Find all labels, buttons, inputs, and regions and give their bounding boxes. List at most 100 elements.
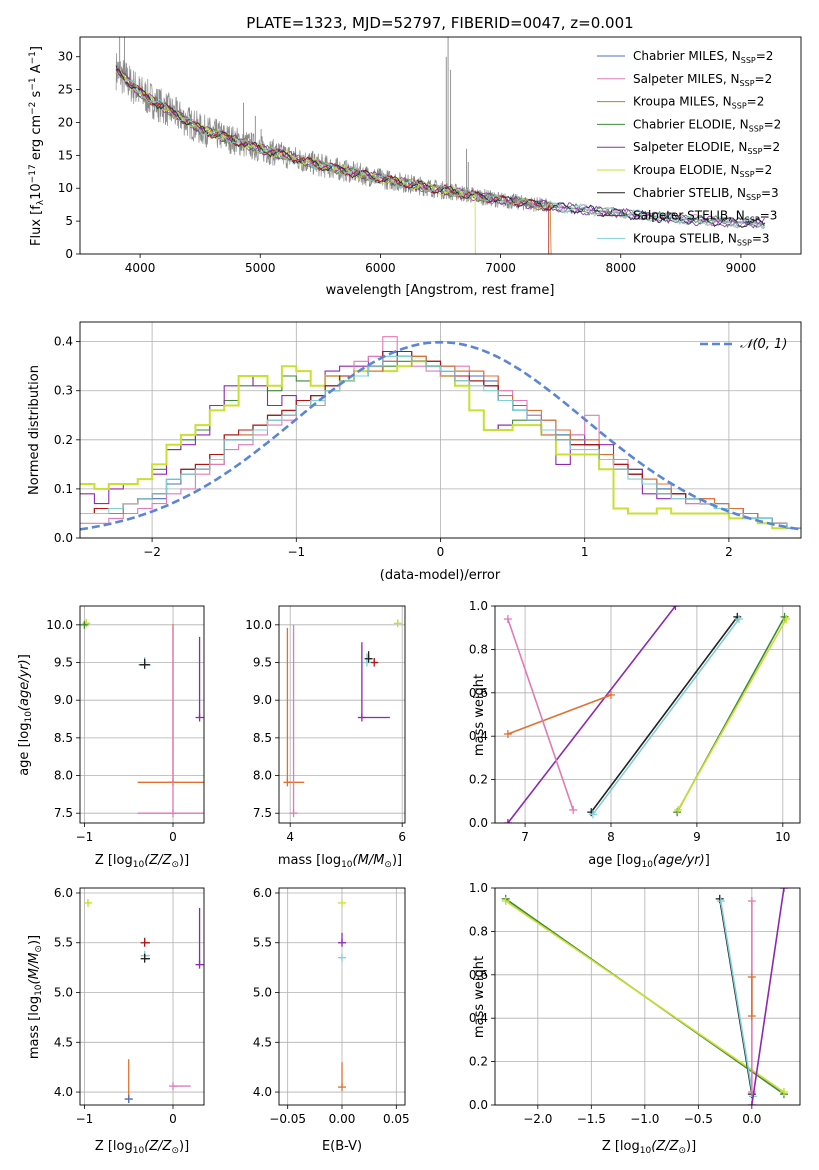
y-tick-label: 0.1 xyxy=(54,482,73,496)
model-kroupa-stelib xyxy=(115,71,765,230)
y-tick-label: 9.5 xyxy=(253,656,272,670)
weight-salpeter-elodie xyxy=(503,606,680,823)
y-tick-label: 0.2 xyxy=(469,773,488,787)
residual-ylabel: Normed distribution xyxy=(27,365,42,495)
age-mass-xlabel: mass [log10(M/M⊙)] xyxy=(278,853,402,870)
x-tick-label: 10 xyxy=(775,830,790,844)
point-salpeter-elodie xyxy=(195,636,204,722)
plot-area xyxy=(80,336,801,531)
legend-entry: Kroupa ELODIE, NSSP=2 xyxy=(633,163,772,179)
x-tick-label: 0.05 xyxy=(383,1112,410,1126)
y-tick-label: 7.5 xyxy=(54,806,73,820)
point-chabrier-stelib xyxy=(364,651,373,663)
plot-area xyxy=(503,606,791,823)
y-tick-label: 1.0 xyxy=(469,599,488,613)
weight-line xyxy=(592,618,740,815)
legend-n: =3 xyxy=(752,231,770,245)
point-kroupa-elodie xyxy=(83,898,92,907)
y-tick-label: 0.4 xyxy=(54,335,73,349)
y-tick-label: 0.0 xyxy=(54,531,73,545)
axes: −0.05 0.00 0.05 4.0 4.5 5.0 5.5 6.0 xyxy=(253,886,410,1126)
weight-line xyxy=(505,900,785,1093)
weight-line xyxy=(507,618,574,811)
legend-entry: Chabrier MILES, NSSP=2 xyxy=(633,49,773,65)
x-tick-label: 8000 xyxy=(605,261,636,275)
axes: −2 −1 0 1 2 0.0 0.1 0.2 0.3 0.4 xyxy=(54,321,802,559)
x-tick-label: 2 xyxy=(725,545,733,559)
y-tick-label: 25 xyxy=(58,83,73,97)
plot-area xyxy=(501,888,788,1105)
model-kroupa-miles xyxy=(115,73,552,254)
residual-panel: (data-model)/error Normed distribution −… xyxy=(27,321,802,583)
y-tick-label: 6.0 xyxy=(253,886,272,900)
weight-metallicity-ylabel: mass weight xyxy=(472,956,487,1038)
y-tick-label: 0.3 xyxy=(54,384,73,398)
axes-frame xyxy=(79,887,205,1106)
legend-n: =2 xyxy=(756,49,774,63)
y-tick-label: 4.5 xyxy=(54,1035,73,1049)
y-tick-label: 15 xyxy=(58,148,73,162)
spectrum-xlabel: wavelength [Angstrom, rest frame] xyxy=(326,283,555,298)
legend-entry: Chabrier STELIB, NSSP=3 xyxy=(633,186,779,202)
weight-metallicity-xlabel: Z [log10(Z/Z⊙)] xyxy=(602,1139,696,1156)
axes: 4 6 7.5 8.0 8.5 9.0 9.5 10.0 xyxy=(245,605,406,844)
legend-label: Kroupa MILES, N xyxy=(633,95,732,109)
age-metallicity-xlabel: Z [log10(Z/Z⊙)] xyxy=(95,853,189,870)
legend-subscript: SSP xyxy=(741,56,756,65)
y-tick-label: 8.0 xyxy=(54,769,73,783)
weight-metallicity-panel: Z [log10(Z/Z⊙)] mass weight −2.0 −1.5 −1.0… xyxy=(469,881,801,1156)
y-tick-label: 10.0 xyxy=(245,618,272,632)
point-chabrier-elodie xyxy=(80,620,89,629)
x-tick-label: 5000 xyxy=(245,261,276,275)
axes: −1 0 4.0 4.5 5.0 5.5 6.0 xyxy=(54,886,205,1126)
y-tick-label: 30 xyxy=(58,50,73,64)
axes-frame xyxy=(494,887,801,1106)
axes: −2.0 −1.5 −1.0 −0.5 0.0 0.0 0.2 0.4 0.6 0.8 1.0 xyxy=(469,881,801,1126)
y-tick-label: 5.5 xyxy=(54,936,73,950)
plot-area xyxy=(283,619,402,818)
grid xyxy=(80,606,204,823)
axes-frame xyxy=(494,605,801,824)
age-metallicity-panel: Z [log10(Z/Z⊙)] age [log10(age/yr)] −1 0 7… xyxy=(17,605,205,870)
ebv-xlabel: E(B-V) xyxy=(322,1139,362,1154)
legend-label: Salpeter STELIB, N xyxy=(633,209,745,223)
legend-entry: Kroupa STELIB, NSSP=3 xyxy=(633,231,770,247)
x-tick-label: −1 xyxy=(287,545,305,559)
point-chabrier-miles xyxy=(124,1095,133,1104)
residual-xlabel: (data-model)/error xyxy=(380,568,501,583)
y-tick-label: 20 xyxy=(58,115,73,129)
axes-frame xyxy=(278,605,406,824)
legend-n: =2 xyxy=(747,95,765,109)
legend-n: =2 xyxy=(764,117,782,131)
x-tick-label: 0 xyxy=(169,1112,177,1126)
weight-kroupa-elodie xyxy=(674,615,791,814)
legend-subscript: SSP xyxy=(737,238,752,247)
legend-subscript: SSP xyxy=(732,102,747,111)
y-tick-label: 9.0 xyxy=(253,693,272,707)
grid xyxy=(80,888,204,1105)
weight-line xyxy=(590,616,738,813)
y-tick-label: 8.0 xyxy=(253,769,272,783)
legend-label: Kroupa STELIB, N xyxy=(633,231,737,245)
y-tick-label: 4.5 xyxy=(253,1035,272,1049)
axes: 4000 5000 6000 7000 8000 9000 0 5 10 15 20 25 30 xyxy=(58,36,802,275)
y-tick-label: 0.4 xyxy=(469,729,488,743)
point-salpeter-miles xyxy=(137,624,204,818)
y-tick-label: 4.0 xyxy=(54,1085,73,1099)
legend-entry: Salpeter MILES, NSSP=2 xyxy=(633,72,772,88)
spectrum-panel: wavelength [Angstrom, rest frame] Flux [… xyxy=(28,36,802,298)
legend-label: Chabrier STELIB, N xyxy=(633,186,746,200)
plot-area xyxy=(83,898,204,1104)
legend-n: =2 xyxy=(755,72,773,86)
x-tick-label: −1 xyxy=(76,830,94,844)
weight-kroupa-elodie xyxy=(501,897,788,1096)
legend-subscript: SSP xyxy=(740,79,755,88)
weight-age-ylabel: mass weight xyxy=(472,674,487,756)
x-tick-label: 0 xyxy=(169,830,177,844)
x-tick-label: 7000 xyxy=(485,261,516,275)
x-tick-label: 9 xyxy=(693,830,701,844)
x-tick-label: −1.5 xyxy=(577,1112,606,1126)
legend-subscript: SSP xyxy=(749,124,764,133)
x-tick-label: −2 xyxy=(143,545,161,559)
figure-title: PLATE=1323, MJD=52797, FIBERID=0047, z=0… xyxy=(246,14,633,32)
